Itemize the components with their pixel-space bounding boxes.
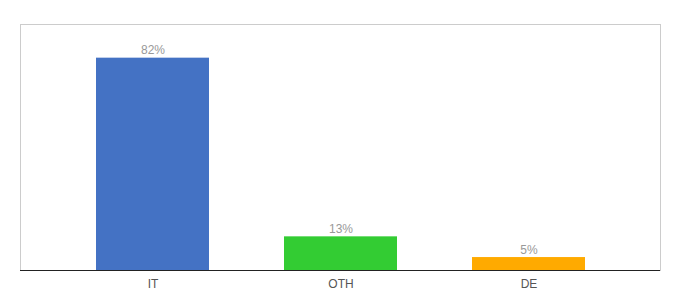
svg-text:IT: IT [148, 277, 159, 291]
svg-text:5%: 5% [520, 243, 538, 257]
svg-text:DE: DE [521, 277, 538, 291]
svg-text:OTH: OTH [328, 277, 353, 291]
svg-text:82%: 82% [141, 43, 165, 57]
svg-text:13%: 13% [329, 222, 353, 236]
